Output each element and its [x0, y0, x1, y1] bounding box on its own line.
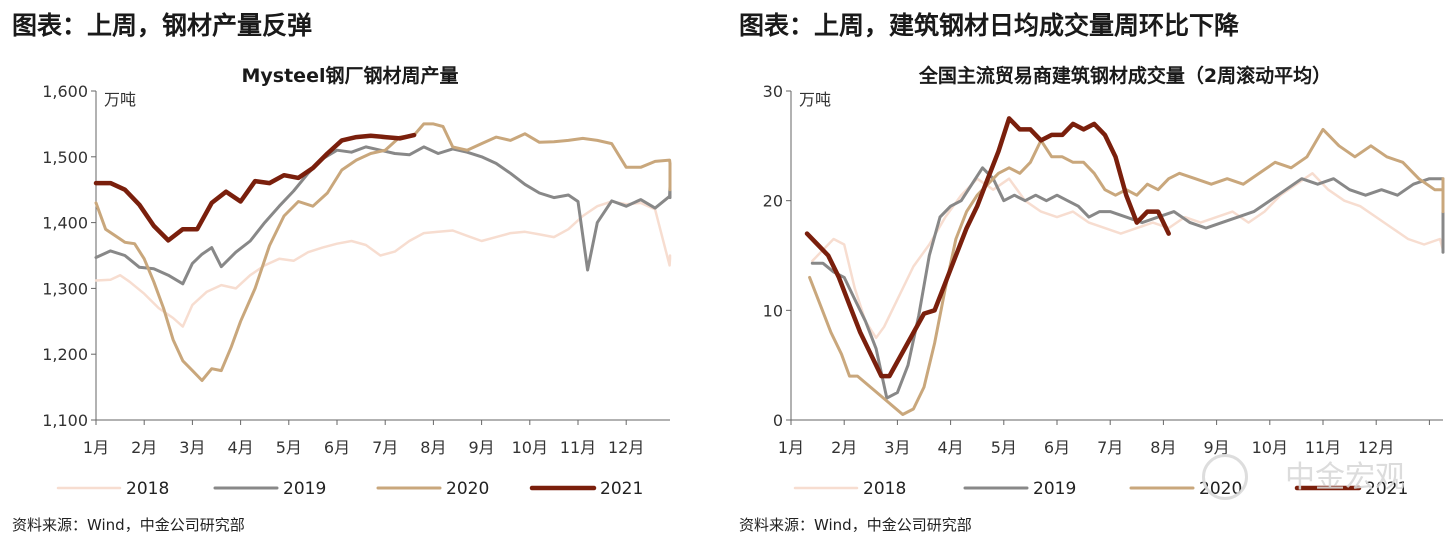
right-x-tick-label: 2月 [831, 438, 857, 457]
left-x-tick-label: 6月 [324, 438, 350, 457]
watermark: 中金宏观 [1285, 460, 1405, 495]
right-x-tick-label: 11月 [1305, 438, 1341, 457]
left-y-tick-label: 1,200 [42, 345, 88, 364]
left-legend-label-2020: 2020 [446, 479, 489, 499]
left-y-tick-label: 1,600 [42, 82, 88, 101]
right-x-tick-label: 1月 [778, 438, 804, 457]
right-y-tick-label: 30 [763, 82, 783, 101]
left-chart-title: Mysteel钢厂钢材周产量 [242, 64, 459, 87]
right-chart: 全国主流贸易商建筑钢材成交量（2周滚动平均） 万吨 0 10 20 30 1月 2月 3月 4月 5… [763, 64, 1445, 499]
right-legend-label-2018: 2018 [863, 479, 906, 499]
right-legend-label-2019: 2019 [1033, 479, 1076, 499]
right-x-tick-label: 3月 [884, 438, 910, 457]
left-x-tick-label: 7月 [372, 438, 398, 457]
left-x-tick-label: 11月 [560, 438, 596, 457]
left-y-tick-label: 1,300 [42, 279, 88, 298]
left-x-tick-label: 9月 [469, 438, 495, 457]
right-x-tick-label: 8月 [1150, 438, 1176, 457]
left-x-tick-label: 4月 [228, 438, 254, 457]
right-x-tick-label: 5月 [991, 438, 1017, 457]
left-x-tick-label: 1月 [83, 438, 109, 457]
left-panel: 图表：上周，钢材产量反弹 Mysteel钢厂钢材周产量万吨 1,100 1,200 1… [0, 0, 726, 540]
right-y-tick-label: 20 [763, 192, 783, 211]
right-series-2019 [810, 166, 1445, 400]
left-x-tick-label: 10月 [512, 438, 548, 457]
left-x-tick-label: 12月 [608, 438, 644, 457]
right-x-tick-label: 6月 [1044, 438, 1070, 457]
left-y-tick-label: 1,400 [42, 214, 88, 233]
wechat-icon [1202, 454, 1248, 500]
left-x-tick-label: 5月 [276, 438, 302, 457]
right-x-tick-label: 7月 [1097, 438, 1123, 457]
right-x-tick-label: 4月 [938, 438, 964, 457]
left-y-tick-label: 1,500 [42, 148, 88, 167]
right-unit-label: 万吨 [799, 90, 831, 109]
left-series-2018 [94, 200, 672, 328]
right-series-2021 [804, 116, 1171, 379]
right-y-tick-label: 10 [763, 301, 783, 320]
right-panel: 图表：上周，建筑钢材日均成交量周环比下降 全国主流贸易商建筑钢材成交量（2周滚动… [727, 0, 1453, 540]
left-heading: 图表：上周，钢材产量反弹 [12, 11, 313, 40]
left-legend-label-2019: 2019 [283, 479, 326, 499]
right-x-tick-label: 9月 [1204, 438, 1230, 457]
left-legend-label-2018: 2018 [126, 479, 169, 499]
right-heading: 图表：上周，建筑钢材日均成交量周环比下降 [739, 11, 1240, 40]
left-x-tick-label: 3月 [179, 438, 205, 457]
right-y-tick-label: 0 [773, 411, 783, 430]
right-series-2018 [811, 172, 1445, 340]
left-legend-label-2021: 2021 [600, 479, 643, 499]
right-legend-label-2021: 2021 [1365, 479, 1408, 499]
right-source-note: 资料来源：Wind，中金公司研究部 [739, 516, 972, 534]
left-unit-label: 万吨 [104, 90, 136, 109]
left-x-tick-label: 8月 [420, 438, 446, 457]
left-source-note: 资料来源：Wind，中金公司研究部 [12, 516, 245, 534]
right-chart-title: 全国主流贸易商建筑钢材成交量（2周滚动平均） [918, 64, 1331, 87]
left-series-2019 [94, 145, 672, 286]
right-x-tick-label: 10月 [1252, 438, 1288, 457]
right-x-tick-label: 12月 [1358, 438, 1394, 457]
left-x-tick-label: 2月 [131, 438, 157, 457]
left-y-tick-label: 1,100 [42, 411, 88, 430]
left-series-2020 [94, 122, 672, 382]
left-series-2021 [93, 132, 417, 243]
